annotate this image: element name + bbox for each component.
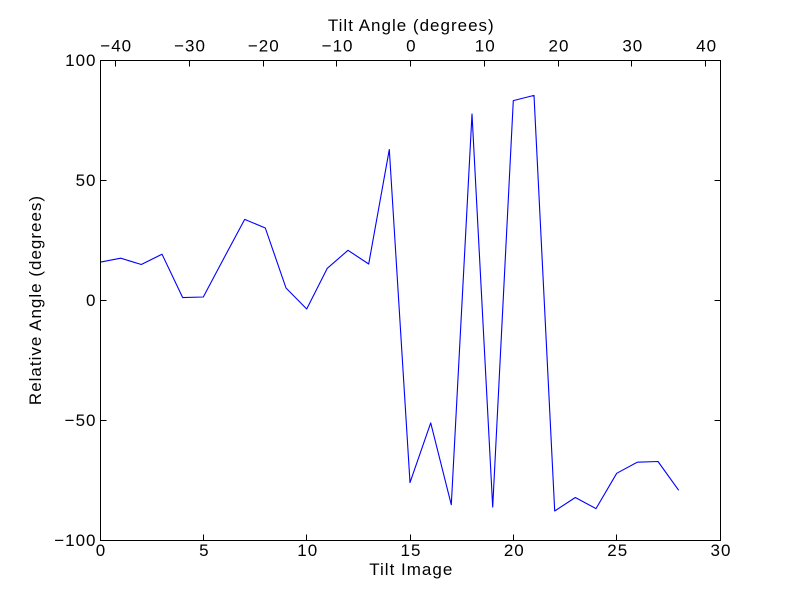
svg-text:30: 30: [622, 37, 643, 56]
svg-text:Relative Angle (degrees): Relative Angle (degrees): [26, 195, 45, 405]
svg-text:50: 50: [76, 171, 97, 190]
svg-text:30: 30: [711, 541, 732, 560]
svg-text:Tilt Image: Tilt Image: [369, 560, 453, 579]
svg-text:0: 0: [406, 37, 416, 56]
svg-text:15: 15: [401, 541, 422, 560]
svg-text:−40: −40: [100, 37, 132, 56]
svg-text:−50: −50: [65, 411, 97, 430]
svg-text:20: 20: [504, 541, 525, 560]
svg-text:20: 20: [549, 37, 570, 56]
svg-text:0: 0: [96, 541, 106, 560]
svg-text:5: 5: [199, 541, 209, 560]
svg-text:−10: −10: [322, 37, 354, 56]
svg-text:0: 0: [86, 291, 96, 310]
svg-text:10: 10: [297, 541, 318, 560]
svg-text:10: 10: [475, 37, 496, 56]
svg-text:−20: −20: [248, 37, 280, 56]
svg-text:25: 25: [607, 541, 628, 560]
svg-text:40: 40: [696, 37, 717, 56]
svg-text:Tilt Angle (degrees): Tilt Angle (degrees): [328, 16, 495, 35]
svg-text:−100: −100: [54, 531, 96, 550]
svg-text:100: 100: [65, 51, 96, 70]
svg-text:−30: −30: [174, 37, 206, 56]
